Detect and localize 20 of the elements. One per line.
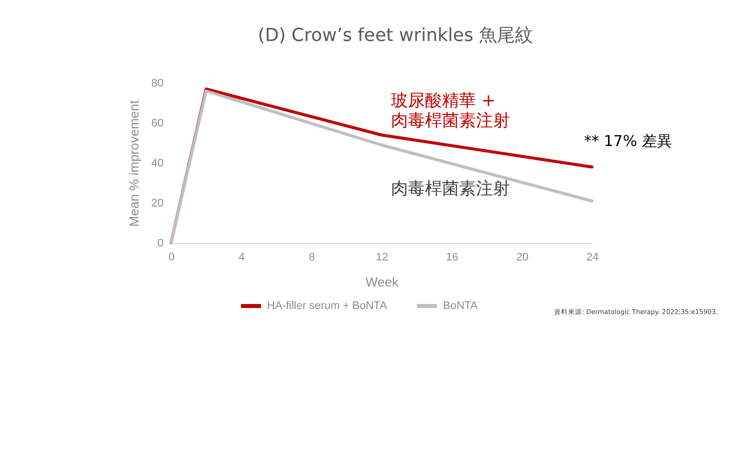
y-tick-label: 80 [151,78,164,90]
y-tick-label: 60 [151,118,164,130]
x-tick-label: 0 [168,252,175,264]
annotation: ** 17% 差異 [584,132,672,150]
legend-label: HA-filler serum + BoNTA [267,300,388,312]
y-tick-label: 0 [157,238,164,250]
y-tick-label: 40 [151,158,164,170]
x-tick-label: 8 [308,252,315,264]
y-tick-label: 20 [151,198,164,210]
x-tick-label: 12 [376,252,388,264]
x-tick-label: 4 [238,252,245,264]
x-axis-title: Week [366,274,399,290]
legend-label: BoNTA [443,300,478,312]
x-tick-label: 24 [586,252,599,264]
y-axis-title: Mean % improvement [126,100,142,227]
x-tick-label: 16 [446,252,458,264]
x-tick-label: 20 [516,252,528,264]
annotation: 玻尿酸精華 + 肉毒桿菌素注射 [391,91,510,131]
annotation: 肉毒桿菌素注射 [391,179,510,199]
chart-title: (D) Crow’s feet wrinkles 魚尾紋 [258,25,534,46]
